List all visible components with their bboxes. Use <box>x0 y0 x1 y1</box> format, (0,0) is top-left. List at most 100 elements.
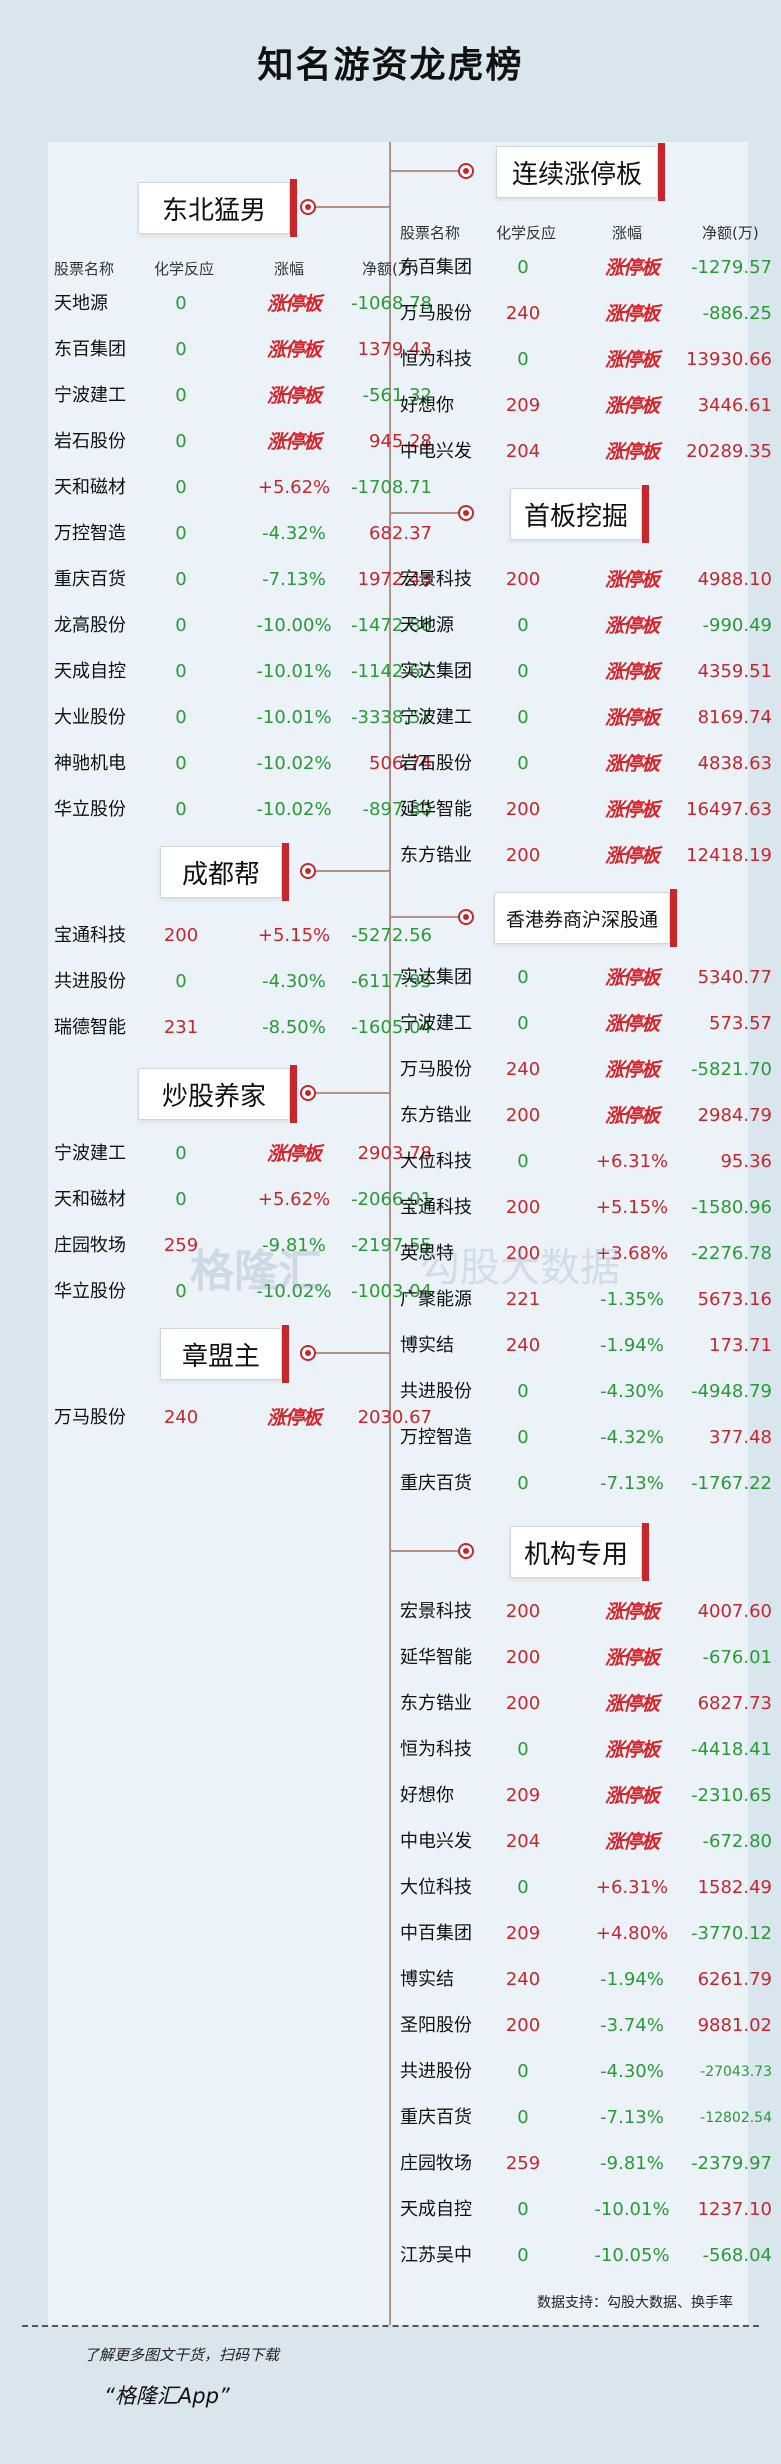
reaction-value: 0 <box>175 799 187 820</box>
stock-name: 博实结 <box>400 1335 454 1356</box>
change-value: +3.68% <box>595 1243 669 1264</box>
limit-up-badge: 涨停板 <box>604 661 660 683</box>
table-row: 宝通科技 200 +5.15% -1580.96 <box>400 1186 780 1230</box>
reaction-value: 0 <box>175 971 187 992</box>
net-amount: 13930.66 <box>686 349 772 370</box>
table-row: 江苏吴中 0 -10.05% -568.04 <box>400 2234 780 2278</box>
change-value: -4.32% <box>600 1427 664 1448</box>
table-row: 恒为科技 0 涨停板 -4418.41 <box>400 1728 780 1772</box>
change-value: -10.01% <box>256 707 332 728</box>
table-row: 天地源 0 涨停板 -1068.78 <box>54 282 434 326</box>
change-value: -10.02% <box>256 753 332 774</box>
net-amount: 4838.63 <box>697 753 772 774</box>
timeline-connector <box>316 870 390 872</box>
reaction-value: 259 <box>163 1235 199 1256</box>
change-value: -10.05% <box>594 2245 670 2266</box>
timeline-connector <box>390 1550 458 1552</box>
stock-name: 庄园牧场 <box>400 2153 472 2174</box>
footer-divider <box>22 2325 759 2327</box>
net-amount: -1472.86 <box>351 615 432 636</box>
reaction-value: 200 <box>505 799 541 820</box>
table-row: 天和磁材 0 +5.62% -1708.71 <box>54 466 434 510</box>
reaction-value: 0 <box>517 1473 529 1494</box>
timeline-connector <box>316 1092 390 1094</box>
table-row: 岩石股份 0 涨停板 945.28 <box>54 420 434 464</box>
stock-name: 好想你 <box>400 1785 454 1806</box>
column-header-name: 股票名称 <box>54 260 115 278</box>
stock-name: 好想你 <box>400 395 454 416</box>
reaction-value: 0 <box>517 2107 529 2128</box>
limit-up-badge: 涨停板 <box>604 967 660 989</box>
reaction-value: 0 <box>517 1877 529 1898</box>
net-amount: -3338.57 <box>351 707 432 728</box>
table-row: 华立股份 0 -10.02% -897.80 <box>54 788 434 832</box>
change-value: +5.15% <box>595 1197 669 1218</box>
stock-name: 万马股份 <box>54 1407 126 1428</box>
reaction-value: 0 <box>517 349 529 370</box>
reaction-value: 200 <box>505 1243 541 1264</box>
net-amount: -886.25 <box>702 303 772 324</box>
net-amount: -5272.56 <box>351 925 432 946</box>
limit-up-badge: 涨停板 <box>604 1693 660 1715</box>
net-amount: 4988.10 <box>697 569 772 590</box>
column-header-name: 股票名称 <box>400 224 461 242</box>
stock-name: 宁波建工 <box>400 707 472 728</box>
reaction-value: 0 <box>175 615 187 636</box>
reaction-value: 240 <box>505 303 541 324</box>
stock-name: 共进股份 <box>400 1381 472 1402</box>
table-row: 宁波建工 0 涨停板 8169.74 <box>400 696 780 740</box>
stock-name: 恒为科技 <box>400 1739 472 1760</box>
watermark-logo: 格隆汇 <box>190 1246 322 1297</box>
net-amount: 1972.43 <box>357 569 432 590</box>
table-row: 博实结 240 -1.94% 6261.79 <box>400 1958 780 2002</box>
page-title: 知名游资龙虎榜 <box>257 45 524 86</box>
timeline-dot <box>300 1085 316 1101</box>
table-row: 圣阳股份 200 -3.74% 9881.02 <box>400 2004 780 2048</box>
change-value: +4.80% <box>595 1923 669 1944</box>
reaction-value: 240 <box>163 1407 199 1428</box>
stock-name: 万控智造 <box>400 1427 472 1448</box>
stock-name: 广聚能源 <box>400 1289 472 1310</box>
reaction-value: 209 <box>505 395 541 416</box>
stock-name: 共进股份 <box>54 971 126 992</box>
limit-up-badge: 涨停板 <box>604 1831 660 1853</box>
table-row: 宏景科技 200 涨停板 4988.10 <box>400 558 780 602</box>
reaction-value: 204 <box>505 441 541 462</box>
change-value: -1.35% <box>600 1289 664 1310</box>
change-value: -10.01% <box>594 2199 670 2220</box>
stock-name: 天地源 <box>54 293 108 314</box>
reaction-value: 200 <box>505 1693 541 1714</box>
change-value: -1.94% <box>600 1969 664 1990</box>
table-row: 实达集团 0 涨停板 5340.77 <box>400 956 780 1000</box>
reaction-value: 240 <box>505 1335 541 1356</box>
net-amount: 12418.19 <box>686 845 772 866</box>
reaction-value: 204 <box>505 1831 541 1852</box>
net-amount: -1068.78 <box>351 293 432 314</box>
timeline-dot <box>458 163 474 179</box>
reaction-value: 200 <box>505 1601 541 1622</box>
net-amount: 377.48 <box>709 1427 772 1448</box>
reaction-value: 209 <box>505 1785 541 1806</box>
reaction-value: 0 <box>517 753 529 774</box>
section-tag-zhangmeng: 章盟主 <box>160 1325 289 1383</box>
change-value: -9.81% <box>262 1235 326 1256</box>
table-row: 延华智能 200 涨停板 16497.63 <box>400 788 780 832</box>
section-tag-shouban: 首板挖掘 <box>510 485 649 543</box>
table-row: 万马股份 240 涨停板 -886.25 <box>400 292 780 336</box>
limit-up-badge: 涨停板 <box>604 845 660 867</box>
stock-name: 天成自控 <box>54 661 126 682</box>
reaction-value: 0 <box>175 431 187 452</box>
stock-name: 宝通科技 <box>54 925 126 946</box>
change-value: -10.02% <box>256 1281 332 1302</box>
table-row: 天和磁材 0 +5.62% -2066.01 <box>54 1178 434 1222</box>
change-value: -8.50% <box>262 1017 326 1038</box>
column-header-change: 涨幅 <box>274 260 305 278</box>
timeline-connector <box>316 206 390 208</box>
net-amount: -3770.12 <box>691 1923 772 1944</box>
section-tag-lianxu: 连续涨停板 <box>496 143 665 201</box>
table-row: 大位科技 0 +6.31% 95.36 <box>400 1140 780 1184</box>
stock-name: 圣阳股份 <box>400 2015 472 2036</box>
limit-up-badge: 涨停板 <box>604 1013 660 1035</box>
net-amount: -1767.22 <box>691 1473 772 1494</box>
reaction-value: 0 <box>175 339 187 360</box>
